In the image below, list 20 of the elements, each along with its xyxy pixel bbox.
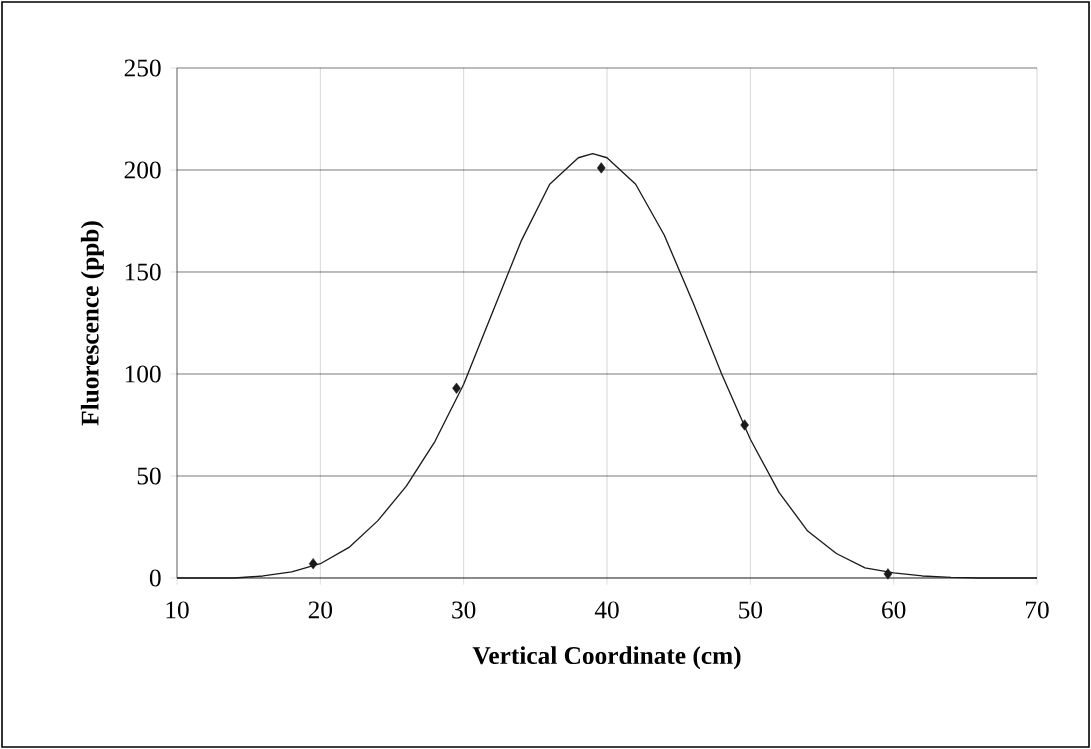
x-tick-label: 10 xyxy=(166,601,189,619)
point xyxy=(308,558,318,570)
x-tick-label: 40 xyxy=(594,601,619,619)
point xyxy=(883,568,893,580)
y-tick-label: 250 xyxy=(124,59,161,77)
point xyxy=(452,382,461,394)
y-axis-title: Fluorescence (ppb) xyxy=(80,221,104,426)
point xyxy=(597,162,606,174)
x-axis-title: Vertical Coordinate (cm) xyxy=(472,646,741,670)
x-tick-label: 30 xyxy=(452,601,476,619)
x-tick-label: 20 xyxy=(308,601,333,619)
x-tick-label: 60 xyxy=(882,601,906,619)
y-tick-label: 100 xyxy=(125,365,161,383)
y-tick-label: 200 xyxy=(124,161,161,179)
point xyxy=(740,419,749,431)
x-tick-label: 50 xyxy=(739,601,763,619)
x-tick-label: 70 xyxy=(1026,601,1049,619)
y-tick-label: 150 xyxy=(125,263,161,281)
y-tick-label: 0 xyxy=(149,569,161,587)
y-tick-label: 50 xyxy=(137,467,161,485)
